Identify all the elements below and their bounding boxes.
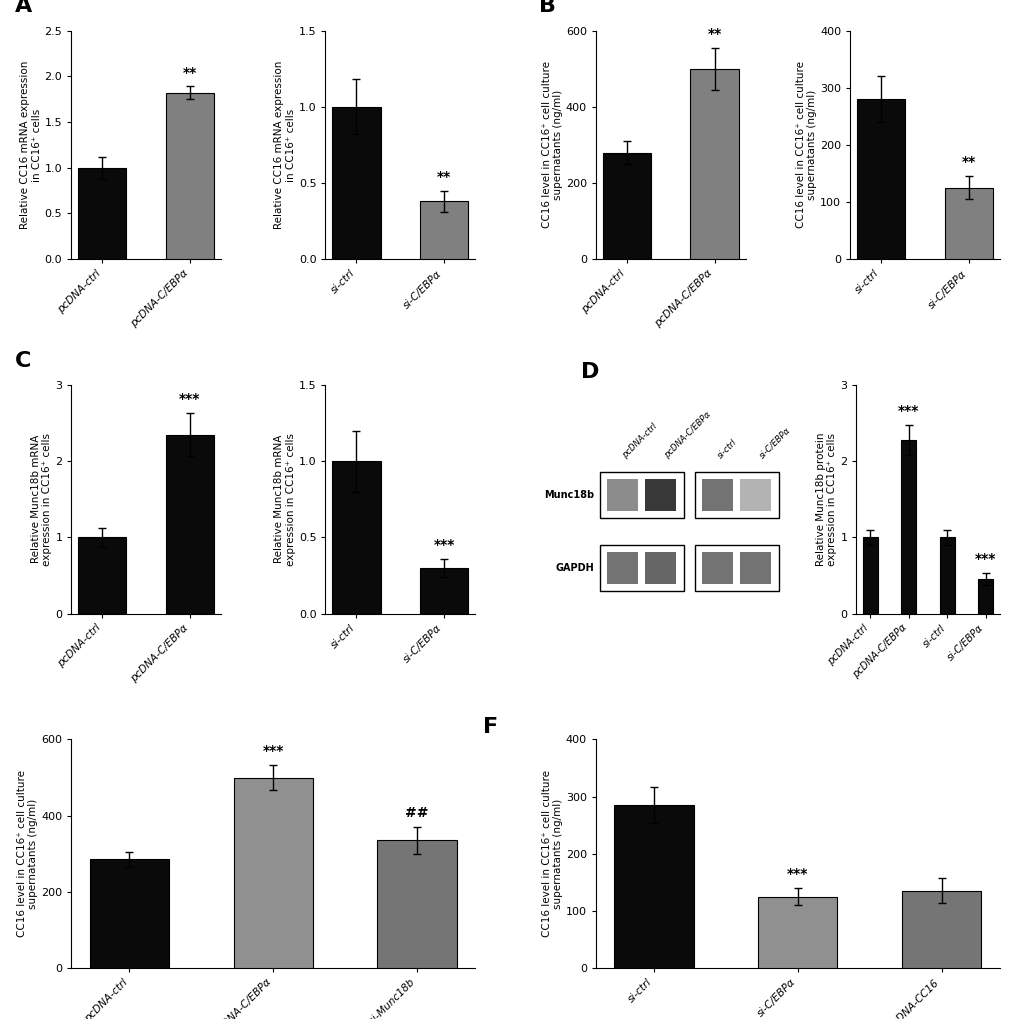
- Bar: [420, 202, 468, 259]
- Bar: [613, 805, 693, 968]
- Bar: [606, 552, 637, 584]
- Bar: [233, 777, 313, 968]
- Bar: [977, 580, 993, 613]
- Bar: [420, 568, 468, 613]
- Text: ##: ##: [405, 806, 428, 820]
- Bar: [856, 99, 904, 259]
- Text: **: **: [182, 65, 197, 79]
- Bar: [690, 68, 738, 259]
- Bar: [740, 552, 770, 584]
- Text: D: D: [581, 362, 599, 382]
- Bar: [694, 472, 777, 518]
- Y-axis label: CC16 level in CC16⁺ cell culture
supernatants (ng/ml): CC16 level in CC16⁺ cell culture superna…: [541, 61, 562, 228]
- Y-axis label: CC16 level in CC16⁺ cell culture
supernatants (ng/ml): CC16 level in CC16⁺ cell culture superna…: [795, 61, 816, 228]
- Bar: [599, 545, 683, 591]
- Bar: [78, 537, 126, 613]
- Text: ***: ***: [897, 404, 918, 418]
- Bar: [332, 462, 380, 613]
- Bar: [166, 434, 214, 613]
- Bar: [90, 859, 169, 968]
- Bar: [602, 153, 650, 259]
- Bar: [944, 187, 991, 259]
- Bar: [645, 479, 676, 511]
- Bar: [694, 545, 777, 591]
- Bar: [166, 93, 214, 259]
- Y-axis label: Relative CC16 mRNA expression
in CC16⁺ cells: Relative CC16 mRNA expression in CC16⁺ c…: [274, 61, 296, 229]
- Y-axis label: Relative Munc18b mRNA
expression in CC16⁺ cells: Relative Munc18b mRNA expression in CC16…: [274, 433, 296, 566]
- Text: ***: ***: [787, 867, 808, 881]
- Bar: [757, 897, 837, 968]
- Bar: [701, 552, 733, 584]
- Bar: [332, 107, 380, 259]
- Text: si-ctrl: si-ctrl: [715, 437, 738, 461]
- Text: pcDNA-ctrl: pcDNA-ctrl: [621, 422, 658, 461]
- Text: pcDNA-C/EBPα: pcDNA-C/EBPα: [662, 411, 712, 461]
- Y-axis label: Relative CC16 mRNA expression
in CC16⁺ cells: Relative CC16 mRNA expression in CC16⁺ c…: [20, 61, 42, 229]
- Text: **: **: [961, 156, 975, 169]
- Y-axis label: CC16 level in CC16⁺ cell culture
supernatants (ng/ml): CC16 level in CC16⁺ cell culture superna…: [541, 770, 562, 937]
- Bar: [645, 552, 676, 584]
- Bar: [901, 440, 915, 613]
- Y-axis label: CC16 level in CC16⁺ cell culture
supernatants (ng/ml): CC16 level in CC16⁺ cell culture superna…: [17, 770, 39, 937]
- Text: si-C/EBPα: si-C/EBPα: [757, 426, 792, 461]
- Bar: [938, 537, 954, 613]
- Text: F: F: [483, 716, 497, 737]
- Text: GAPDH: GAPDH: [555, 562, 594, 573]
- Text: Munc18b: Munc18b: [543, 490, 594, 499]
- Y-axis label: Relative Munc18b mRNA
expression in CC16⁺ cells: Relative Munc18b mRNA expression in CC16…: [31, 433, 52, 566]
- Bar: [377, 841, 457, 968]
- Bar: [740, 479, 770, 511]
- Text: ***: ***: [974, 552, 996, 567]
- Bar: [862, 537, 876, 613]
- Text: **: **: [707, 26, 721, 41]
- Text: **: **: [436, 170, 450, 183]
- Bar: [599, 472, 683, 518]
- Text: B: B: [539, 0, 555, 16]
- Text: ***: ***: [433, 538, 454, 552]
- Bar: [78, 168, 126, 259]
- Y-axis label: Relative Munc18b protein
expression in CC16⁺ cells: Relative Munc18b protein expression in C…: [815, 432, 837, 567]
- Text: ***: ***: [262, 745, 283, 758]
- Text: A: A: [14, 0, 32, 16]
- Text: C: C: [14, 351, 31, 371]
- Text: ***: ***: [179, 392, 201, 407]
- Bar: [606, 479, 637, 511]
- Bar: [701, 479, 733, 511]
- Bar: [901, 891, 980, 968]
